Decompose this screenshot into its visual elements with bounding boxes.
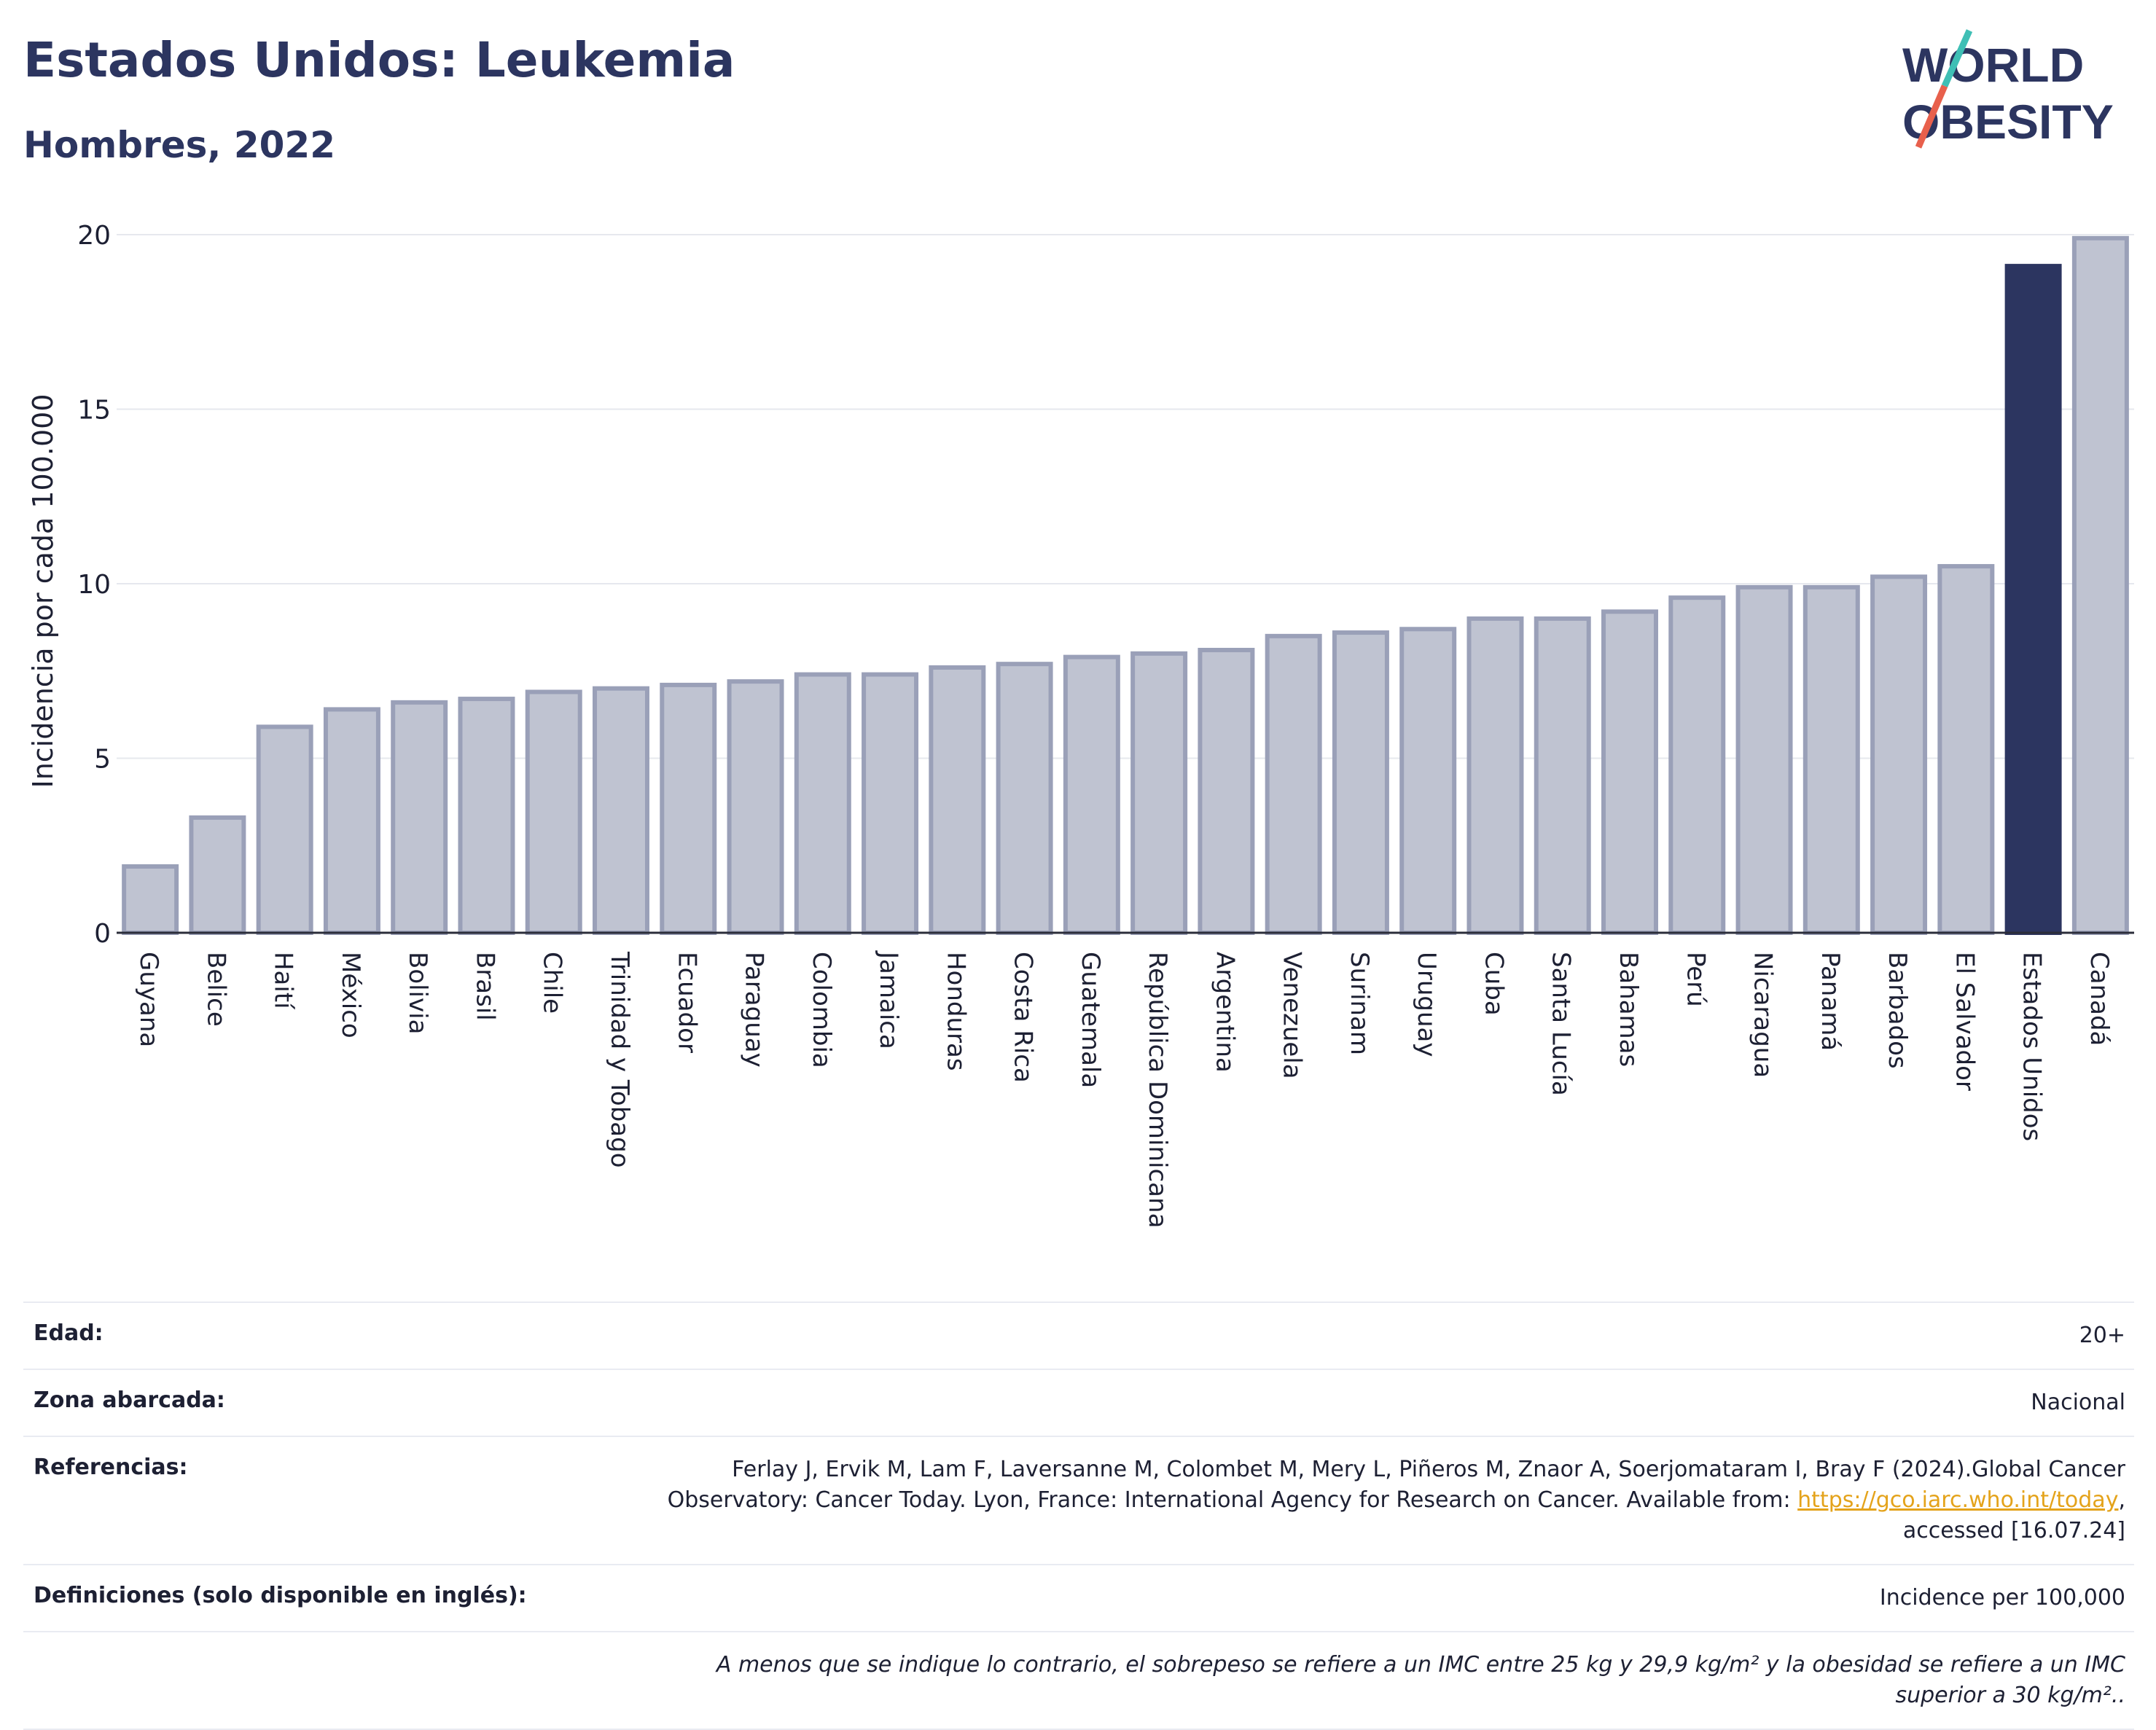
meta-row-referencias: Referencias: Ferlay J, Ervik M, Lam F, L… (23, 1436, 2134, 1564)
x-tick-label: Estados Unidos (2018, 952, 2047, 1141)
x-tick-label: El Salvador (1950, 952, 1979, 1091)
edad-label: Edad: (34, 1320, 103, 1346)
bar (1668, 595, 1726, 935)
bar (323, 707, 380, 935)
world-obesity-logo: WORLD OBESITY (1902, 29, 2114, 149)
x-tick-label: Jamaica (874, 950, 903, 1049)
bar (660, 682, 717, 935)
x-tick-label: Bahamas (1614, 952, 1643, 1067)
x-tick-label: Guatemala (1076, 952, 1105, 1088)
logo-slash-bottom (1915, 85, 1948, 149)
bar (1937, 564, 1995, 935)
bar (996, 662, 1053, 935)
bar (1399, 627, 1457, 936)
bar (727, 679, 784, 935)
x-tick-label: Cuba (1479, 952, 1508, 1016)
bar (1601, 609, 1658, 935)
x-tick-label: Haití (269, 952, 298, 1010)
x-tick-label: Santa Lucía (1547, 952, 1576, 1096)
bar (1063, 654, 1120, 936)
bar (593, 686, 649, 935)
obesity-definition-note: A menos que se indique lo contrario, el … (716, 1652, 2125, 1708)
x-tick-label: Venezuela (1278, 952, 1307, 1079)
bars (122, 235, 2129, 936)
x-tick-label: Canadá (2085, 952, 2114, 1046)
x-tick-label: México (336, 952, 365, 1038)
bar (1534, 616, 1591, 936)
referencias-value: Ferlay J, Ervik M, Lam F, Laversanne M, … (631, 1455, 2125, 1546)
logo-line1: WORLD (1902, 38, 2084, 92)
x-tick-label: Chile (538, 952, 567, 1014)
bar (1332, 630, 1389, 935)
edad-value: 20+ (2079, 1323, 2125, 1348)
x-tick-label: Colombia (807, 952, 836, 1068)
x-tick-label: Trinidad y Tobago (605, 951, 634, 1168)
bar (391, 700, 448, 935)
bar (1265, 633, 1322, 935)
referencias-label: Referencias: (34, 1455, 188, 1480)
gridlines (117, 234, 2134, 759)
y-tick-label: 0 (94, 919, 111, 949)
x-tick-label: Belice (201, 952, 230, 1027)
meta-row-note: A menos que se indique lo contrario, el … (23, 1631, 2134, 1730)
referencias-text-2: , accessed [16.07.24] (1902, 1487, 2125, 1543)
y-tick-label: 20 (77, 221, 111, 251)
x-tick-label: Paraguay (740, 952, 769, 1068)
referencias-link[interactable]: https://gco.iarc.who.int/today (1797, 1487, 2119, 1513)
y-axis-ticks: 0 5 10 15 20 (77, 221, 111, 949)
x-axis-labels: Guyana Belice Haití México Bolivia Brasil Chil… (134, 950, 2114, 1228)
bar (929, 665, 986, 936)
zona-value: Nacional (2031, 1390, 2125, 1415)
y-axis-label: Incidencia por cada 100.000 (27, 394, 59, 788)
bar (1130, 651, 1188, 935)
x-tick-label: Argentina (1210, 952, 1239, 1073)
y-tick-label: 5 (94, 745, 111, 775)
x-tick-label: Nicaragua (1749, 952, 1778, 1078)
x-tick-label: Barbados (1883, 952, 1912, 1069)
logo-slash-top (1941, 29, 1973, 87)
bar (862, 672, 919, 935)
bar (1870, 574, 1928, 935)
chart-title: Estados Unidos: Leukemia (23, 32, 735, 88)
meta-row-edad: Edad: 20+ (23, 1302, 2134, 1369)
x-tick-label: Brasil (470, 952, 499, 1021)
x-tick-label: Bolivia (403, 952, 432, 1034)
meta-row-definiciones: Definiciones (solo disponible en inglés)… (23, 1564, 2134, 1631)
zona-label: Zona abarcada: (34, 1387, 225, 1413)
x-tick-label: Panamá (1816, 952, 1845, 1051)
bar (1802, 584, 1860, 935)
bar (525, 689, 582, 935)
x-tick-label: Honduras (941, 952, 970, 1071)
referencias-text-1: Ferlay J, Ervik M, Lam F, Laversanne M, … (667, 1457, 2125, 1513)
bar (256, 724, 313, 935)
x-tick-label: Guyana (134, 952, 163, 1047)
meta-row-zona: Zona abarcada: Nacional (23, 1369, 2134, 1436)
bar (1198, 648, 1255, 935)
bar (2004, 264, 2062, 935)
bar-chart: 0 5 10 15 20 Guyana Belice Haití México Bolivia B… (27, 221, 2134, 1228)
bar (1466, 616, 1524, 936)
y-tick-label: 15 (77, 396, 111, 426)
x-tick-label: Uruguay (1412, 952, 1441, 1057)
bar (189, 815, 246, 936)
bar (122, 864, 179, 935)
metadata-table: Edad: 20+ Zona abarcada: Nacional Refere… (23, 1302, 2134, 1730)
chart-subtitle: Hombres, 2022 (23, 124, 335, 166)
x-tick-label: Surinam (1345, 952, 1374, 1055)
x-tick-label: Ecuador (672, 952, 701, 1053)
bar (458, 697, 515, 935)
definiciones-value: Incidence per 100,000 (1879, 1585, 2125, 1610)
x-tick-label: Costa Rica (1009, 952, 1038, 1083)
bar (1735, 584, 1793, 935)
bar (794, 672, 851, 935)
x-tick-label: Perú (1681, 952, 1710, 1007)
definiciones-label: Definiciones (solo disponible en inglés)… (34, 1583, 527, 1608)
x-tick-label: República Dominicana (1143, 952, 1172, 1228)
y-tick-label: 10 (77, 570, 111, 600)
bar (2071, 235, 2129, 936)
